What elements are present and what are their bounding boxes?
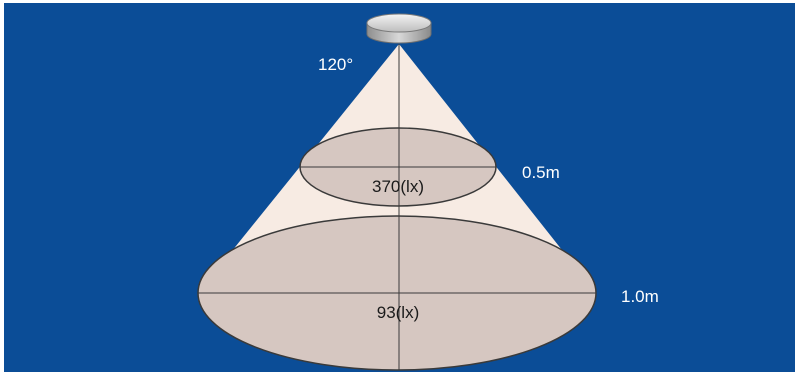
illuminance-label-1m: 93(lx): [377, 303, 420, 322]
ceiling-lamp-icon: [366, 13, 432, 44]
beam-angle-label: 120°: [318, 55, 353, 74]
distance-label-1m: 1.0m: [621, 287, 659, 306]
distance-label-05m: 0.5m: [522, 163, 560, 182]
illuminance-label-05m: 370(lx): [372, 177, 424, 196]
